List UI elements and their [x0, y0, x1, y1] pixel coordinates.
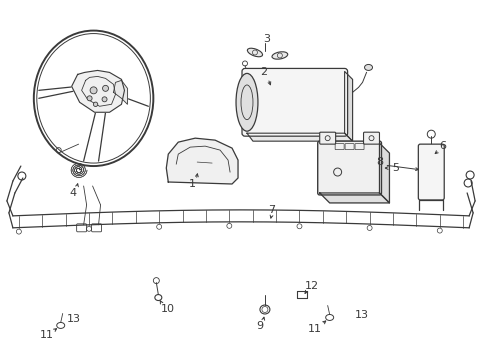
Text: 13: 13 — [66, 314, 81, 324]
FancyBboxPatch shape — [319, 132, 335, 144]
Circle shape — [90, 87, 97, 94]
Polygon shape — [166, 138, 238, 184]
Circle shape — [102, 97, 107, 102]
Text: 6: 6 — [439, 141, 446, 151]
Ellipse shape — [236, 73, 258, 131]
Ellipse shape — [271, 52, 287, 59]
Text: 12: 12 — [304, 280, 318, 291]
Polygon shape — [379, 143, 388, 203]
Polygon shape — [319, 193, 388, 203]
Text: 3: 3 — [263, 33, 270, 44]
Polygon shape — [113, 80, 127, 104]
Text: 10: 10 — [161, 303, 175, 314]
Text: 9: 9 — [256, 321, 263, 332]
Text: 11: 11 — [40, 330, 54, 341]
Text: 11: 11 — [307, 324, 321, 334]
Polygon shape — [344, 71, 352, 141]
Ellipse shape — [364, 64, 372, 71]
Polygon shape — [246, 133, 352, 141]
Text: 4: 4 — [69, 188, 76, 198]
Text: 5: 5 — [391, 163, 398, 173]
Text: 2: 2 — [260, 67, 267, 77]
FancyBboxPatch shape — [417, 144, 443, 200]
FancyBboxPatch shape — [317, 141, 381, 195]
Text: 7: 7 — [268, 205, 275, 215]
Text: 13: 13 — [354, 310, 368, 320]
Circle shape — [102, 85, 108, 91]
Text: 1: 1 — [188, 179, 195, 189]
FancyBboxPatch shape — [242, 68, 347, 136]
Circle shape — [93, 102, 98, 107]
Circle shape — [87, 96, 92, 101]
FancyBboxPatch shape — [363, 132, 379, 144]
Text: 8: 8 — [375, 157, 382, 167]
Polygon shape — [72, 71, 124, 112]
Ellipse shape — [247, 48, 262, 57]
